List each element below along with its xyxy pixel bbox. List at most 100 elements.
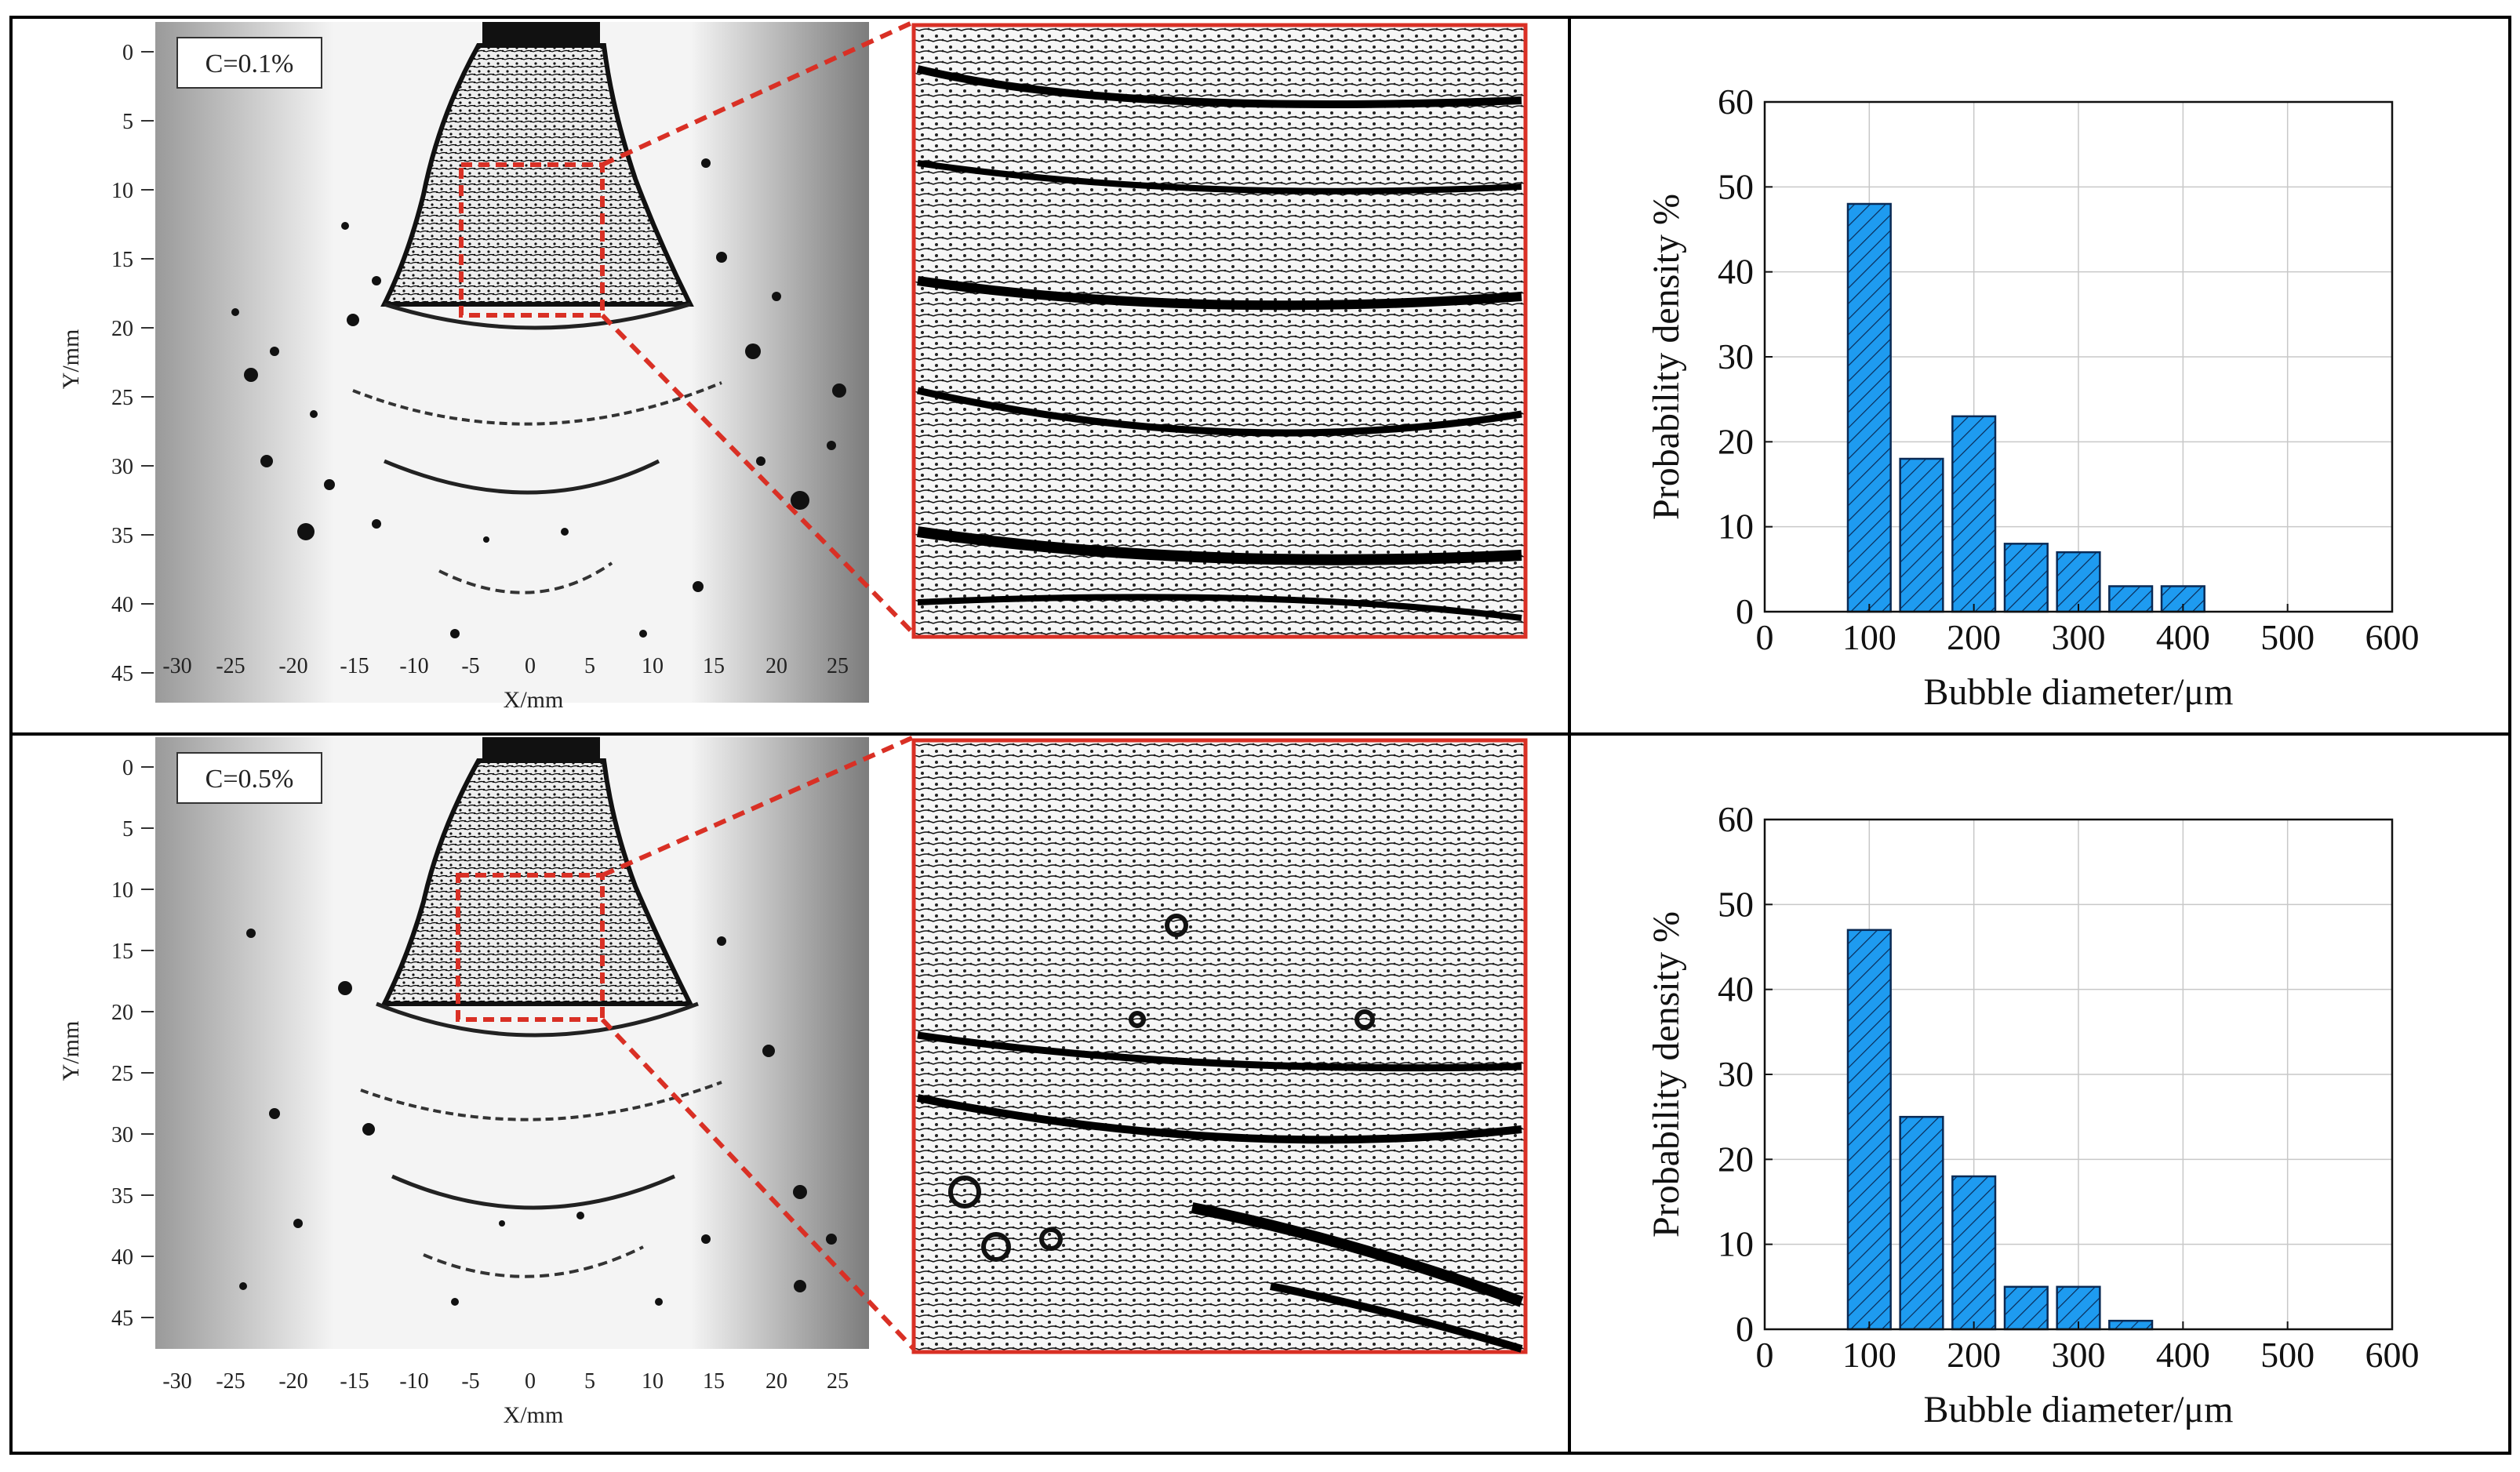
x-tick: 5: [584, 654, 595, 678]
svg-text:45: 45: [111, 662, 133, 686]
x-axis-label: Bubble diameter/μm: [1924, 671, 2234, 713]
x-tick-label: 100: [1842, 1335, 1896, 1375]
concentration-label: C=0.5%: [205, 765, 294, 794]
x-tick: 15: [703, 654, 725, 678]
y-tick-label: 10: [1718, 1224, 1754, 1264]
x-tick: 20: [765, 654, 787, 678]
x-tick: -20: [278, 654, 307, 678]
y-tick-label: 20: [1718, 1139, 1754, 1179]
y-axis-label: Probability density %: [1645, 911, 1687, 1238]
photo-x-axis-label: X/mm: [504, 687, 564, 713]
photo-y-axis-label: Y/mm: [58, 1021, 84, 1081]
nozzle: [482, 737, 600, 761]
histogram-bar: [1846, 929, 1892, 1331]
photo-y-ticks: 0 5 10 15 20 25 30 35 40 45: [111, 756, 133, 1331]
svg-text:20: 20: [111, 317, 133, 341]
x-axis-label: Bubble diameter/μm: [1924, 1389, 2234, 1430]
spray-droplets: [239, 929, 837, 1306]
histogram-bar: [1899, 457, 1944, 613]
svg-text:10: 10: [111, 179, 133, 203]
svg-text:10: 10: [111, 878, 133, 903]
svg-text:5: 5: [122, 817, 133, 841]
y-tick-label: 50: [1718, 884, 1754, 924]
zoom-connector-bottom: [600, 1017, 916, 1351]
x-tick-label: 400: [2156, 617, 2210, 657]
y-tick-label: 60: [1718, 799, 1754, 839]
histogram-bar: [1899, 1115, 1944, 1331]
zoomed-image-streaks: [917, 1031, 1524, 1353]
histogram-bar: [1951, 415, 1997, 613]
photo-y-axis-label: Y/mm: [58, 329, 84, 390]
y-tick-label: 0: [1736, 591, 1754, 631]
x-tick: 15: [703, 1369, 725, 1394]
y-tick-label: 40: [1718, 252, 1754, 292]
photo-x-axis-label: X/mm: [504, 1402, 564, 1428]
x-tick-label: 400: [2156, 1335, 2210, 1375]
x-tick: -15: [340, 654, 369, 678]
svg-text:15: 15: [111, 248, 133, 272]
y-tick-label: 30: [1718, 336, 1754, 376]
x-tick: -30: [162, 654, 191, 678]
photo-x-axis-row1: -30 -25 -20 -15 -10 -5 0 5 10 15 20 25 X…: [162, 654, 849, 713]
x-tick: 10: [642, 654, 664, 678]
svg-text:35: 35: [111, 524, 133, 548]
photo-x-axis-row2: -30 -25 -20 -15 -10 -5 0 5 10 15 20 25 X…: [162, 1369, 849, 1428]
svg-text:30: 30: [111, 1123, 133, 1147]
x-tick-label: 0: [1756, 1335, 1774, 1375]
svg-text:35: 35: [111, 1184, 133, 1208]
x-tick: -10: [399, 1369, 428, 1394]
x-tick: -30: [162, 1369, 191, 1394]
x-tick: -20: [278, 1369, 307, 1394]
svg-text:0: 0: [122, 41, 133, 65]
y-axis-label: Probability density %: [1645, 194, 1687, 520]
y-tick-label: 20: [1718, 421, 1754, 461]
x-tick-label: 0: [1756, 617, 1774, 657]
histogram-bar: [1951, 1175, 1997, 1331]
concentration-label-box: [176, 752, 322, 804]
histogram-bar: [1846, 202, 1892, 613]
frame-row-divider: [9, 732, 2511, 736]
x-tick: -25: [216, 1369, 245, 1394]
zoomed-image: [911, 738, 1528, 1354]
frame-top: [9, 16, 2511, 19]
zoom-region: [459, 162, 605, 318]
x-tick: 0: [525, 654, 536, 678]
x-tick: 5: [584, 1369, 595, 1394]
y-tick-label: 10: [1718, 507, 1754, 547]
nozzle: [482, 22, 600, 45]
x-tick: 25: [827, 654, 849, 678]
x-tick: -5: [461, 1369, 479, 1394]
x-tick-label: 600: [2365, 1335, 2420, 1375]
spray-cone: [380, 758, 694, 1006]
histogram-bar: [2160, 585, 2205, 613]
x-tick: -15: [340, 1369, 369, 1394]
x-tick: 25: [827, 1369, 849, 1394]
x-tick-label: 300: [2052, 1335, 2106, 1375]
concentration-label-box: [176, 37, 322, 89]
y-tick-label: 0: [1736, 1309, 1754, 1349]
x-tick-label: 500: [2260, 617, 2315, 657]
x-tick: 0: [525, 1369, 536, 1394]
zoom-connector-top: [601, 735, 915, 878]
zoomed-image: [911, 23, 1528, 639]
zoom-connector-bottom: [600, 313, 916, 636]
y-tick-label: 40: [1718, 969, 1754, 1009]
histogram-bar: [2056, 551, 2101, 613]
x-tick-label: 500: [2260, 1335, 2315, 1375]
bubble-diameter-histogram-row2: 0 100 200 300 400 500 600 0 10 20 30 40 50 60 Bubble d…: [1645, 799, 2420, 1430]
spray-panel-row2: C=0.5% 0 5 10 15 20 25 30 35 40 45 Y/mm: [58, 735, 1528, 1354]
svg-text:5: 5: [122, 110, 133, 134]
y-tick-label: 60: [1718, 82, 1754, 122]
svg-text:25: 25: [111, 1062, 133, 1086]
svg-text:20: 20: [111, 1001, 133, 1025]
frame-bottom: [9, 1452, 2511, 1455]
x-tick-label: 100: [1842, 617, 1896, 657]
histogram-bar: [2056, 1285, 2101, 1331]
x-tick-label: 300: [2052, 617, 2106, 657]
photo-y-tick-marks: [141, 766, 154, 1318]
zoom-connector-top: [601, 20, 915, 167]
x-tick: -25: [216, 654, 245, 678]
zoomed-image-bubbles: [948, 914, 1375, 1262]
y-tick-label: 50: [1718, 166, 1754, 206]
figure-frame: [9, 16, 2511, 1455]
